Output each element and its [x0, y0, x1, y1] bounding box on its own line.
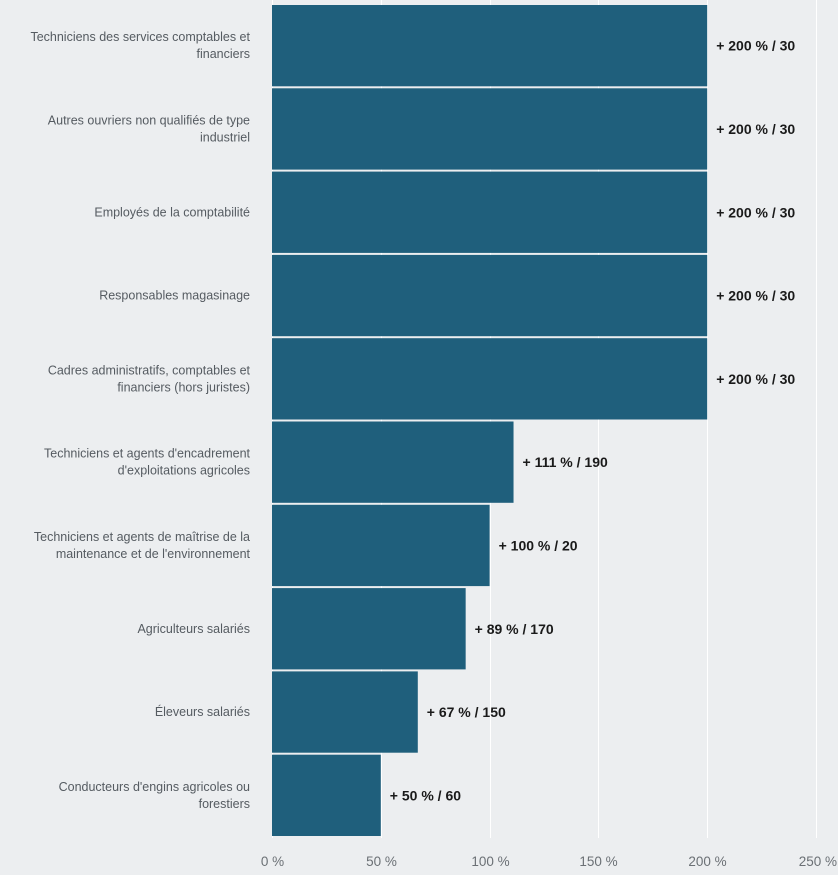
category-label: Éleveurs salariés — [155, 704, 250, 719]
data-label: + 100 % / 20 — [499, 537, 578, 553]
category-label: Employés de la comptabilité — [94, 205, 250, 219]
category-label: Conducteurs d'engins agricoles ou foresti… — [59, 780, 250, 811]
bar — [272, 588, 466, 670]
bar — [272, 504, 490, 587]
x-tick-label: 200 % — [688, 854, 726, 869]
category-label: Techniciens et agents d'encadrement d'exp… — [44, 447, 251, 478]
data-label: + 200 % / 30 — [716, 121, 795, 137]
category-label: Autres ouvriers non qualifiés de type ind… — [48, 113, 250, 144]
bar — [272, 671, 418, 753]
bar — [272, 5, 708, 87]
category-label: Cadres administratifs, comptables et fina… — [48, 363, 251, 394]
x-tick-label: 150 % — [579, 854, 617, 869]
data-label: + 50 % / 60 — [390, 787, 461, 803]
category-labels: Techniciens des services comptables et fi… — [30, 30, 250, 811]
bars — [272, 5, 708, 836]
x-tick-label: 0 % — [261, 854, 284, 869]
bar — [272, 754, 381, 836]
data-label: + 200 % / 30 — [716, 204, 795, 220]
category-label: Techniciens et agents de maîtrise de la m… — [34, 530, 251, 561]
x-tick-label: 50 % — [366, 854, 397, 869]
category-label: Techniciens des services comptables et fi… — [30, 30, 250, 61]
data-label: + 89 % / 170 — [475, 621, 554, 637]
bar — [272, 254, 708, 337]
bar — [272, 338, 708, 420]
category-label: Responsables magasinage — [99, 289, 250, 303]
bar — [272, 421, 514, 503]
x-tick-label: 100 % — [471, 854, 509, 869]
category-label: Agriculteurs salariés — [137, 622, 250, 636]
bar — [272, 171, 708, 253]
x-tick-label: 250 % — [799, 854, 837, 869]
x-axis-ticks: 0 % 50 % 100 % 150 % 200 % 250 % — [261, 854, 837, 869]
bar — [272, 88, 708, 170]
data-label: + 200 % / 30 — [716, 371, 795, 387]
data-labels: + 200 % / 30 + 200 % / 30 + 200 % / 30 + 20… — [390, 38, 796, 804]
data-label: + 200 % / 30 — [716, 38, 795, 54]
data-label: + 111 % / 190 — [523, 454, 608, 470]
data-label: + 200 % / 30 — [716, 288, 795, 304]
data-label: + 67 % / 150 — [427, 704, 506, 720]
